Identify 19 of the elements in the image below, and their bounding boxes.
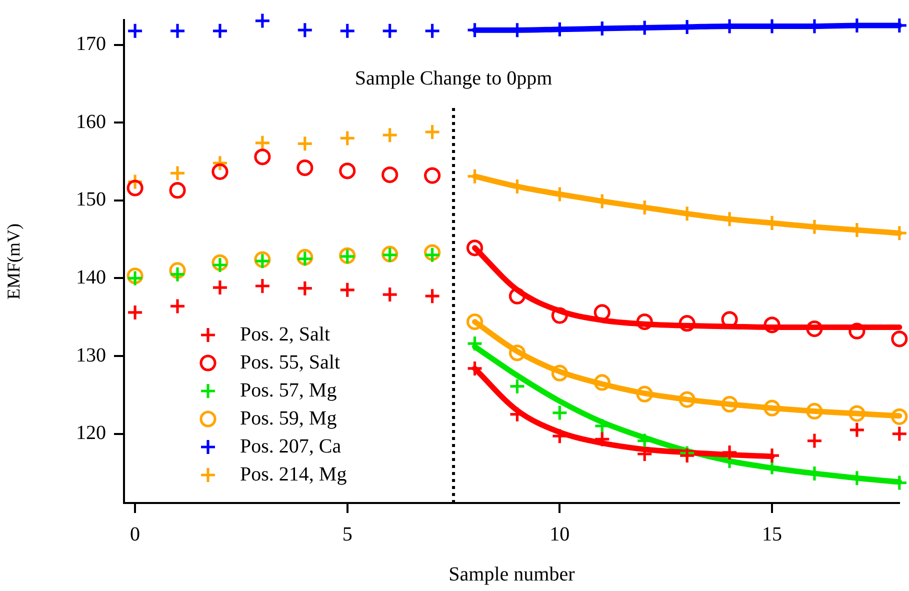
legend-label: Pos. 57, Mg	[240, 379, 337, 402]
legend-label: Pos. 207, Ca	[240, 435, 342, 458]
y-axis-title: EMF(mV)	[4, 223, 24, 300]
x-tick-label: 0	[130, 523, 140, 546]
y-tick-label: 160	[76, 110, 106, 133]
y-tick-label: 140	[76, 266, 106, 288]
legend-label: Pos. 59, Mg	[240, 407, 337, 430]
x-axis-title: Sample number	[448, 563, 576, 586]
y-tick-label: 120	[76, 422, 106, 444]
legend-label: Pos. 214, Mg	[240, 463, 347, 486]
legend-label: Pos. 2, Salt	[240, 323, 330, 346]
y-tick-label: 170	[76, 33, 106, 56]
x-tick-label: 15	[762, 523, 782, 546]
y-tick-label: 150	[76, 188, 106, 211]
x-tick-label: 5	[342, 523, 352, 546]
annotation: Sample Change to 0ppm	[354, 67, 553, 90]
x-tick-label: 10	[550, 523, 570, 546]
y-tick-label: 130	[76, 344, 106, 366]
legend-label: Pos. 55, Salt	[240, 351, 340, 374]
